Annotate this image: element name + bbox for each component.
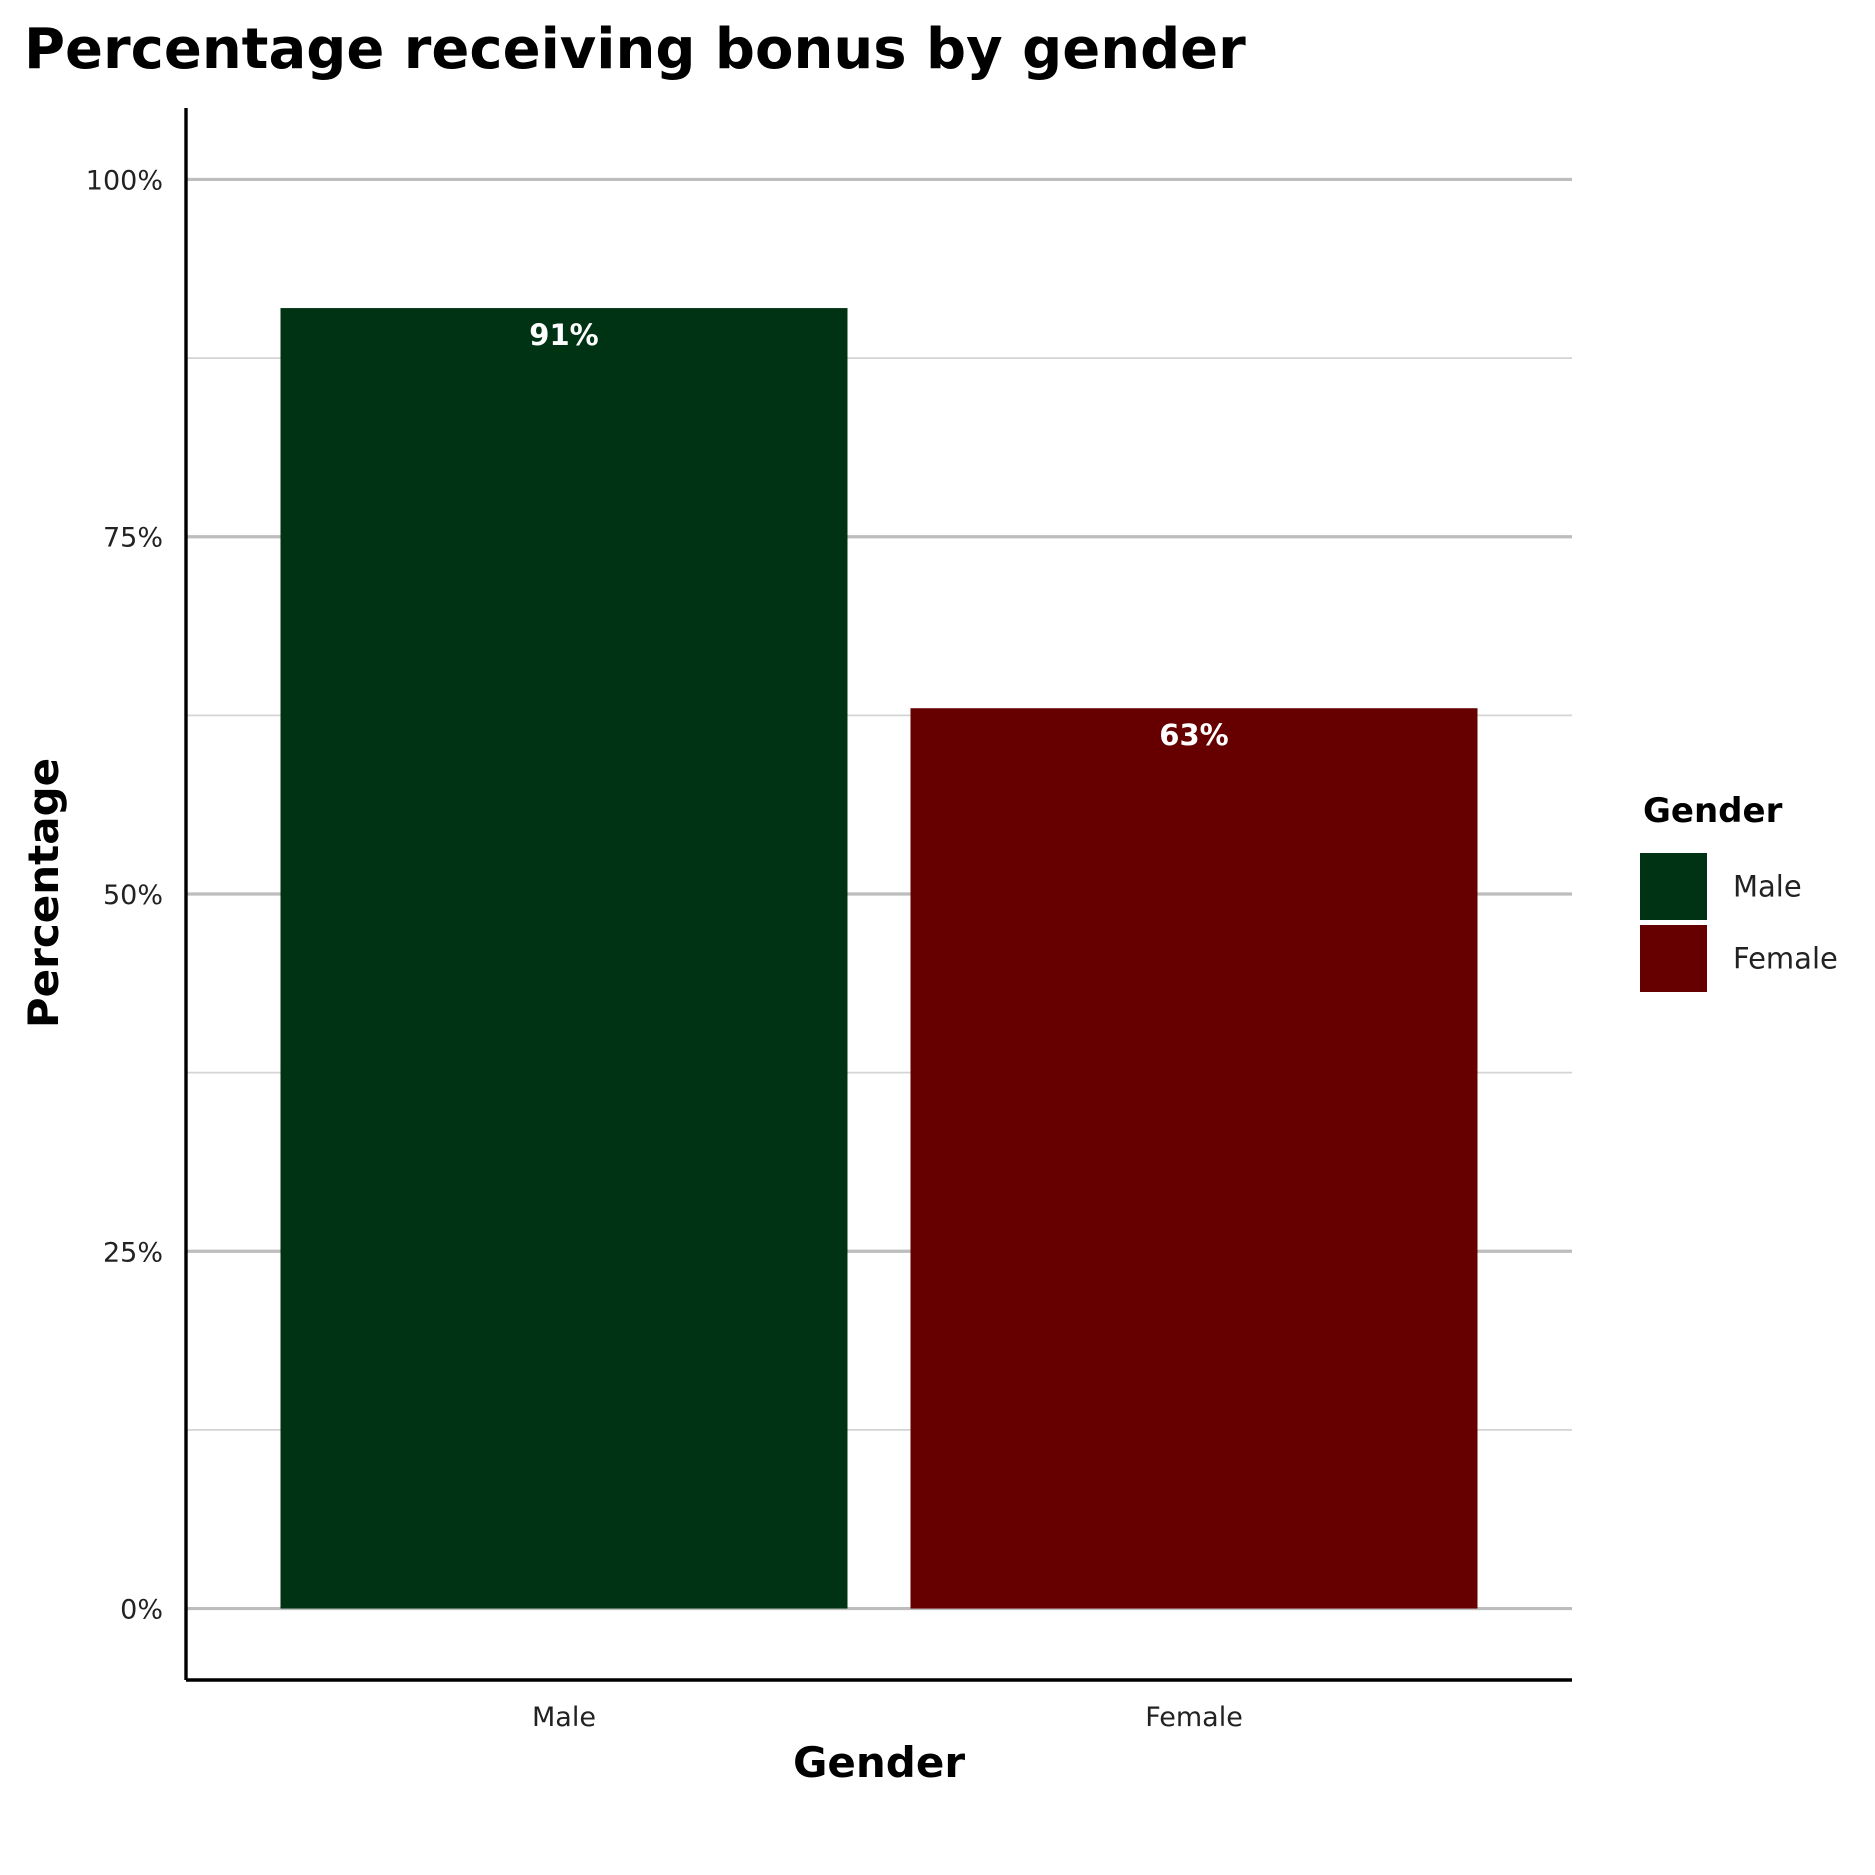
legend-label: Female (1733, 942, 1838, 976)
bar-male (280, 308, 848, 1609)
bar-female (910, 708, 1478, 1609)
axes (184, 108, 1572, 1682)
bar-value-labels: 91% 63% (529, 318, 1228, 752)
x-tick-label: Female (1145, 1702, 1243, 1733)
legend-swatch-female (1640, 925, 1707, 992)
x-tick-label: Male (532, 1702, 596, 1733)
legend-swatch-male (1640, 853, 1707, 920)
chart-title: Percentage receiving bonus by gender (24, 17, 1246, 82)
legend-title: Gender (1643, 791, 1783, 831)
bar-value-label: 91% (529, 318, 598, 352)
x-axis-title: Gender (793, 1738, 965, 1787)
bars (280, 308, 1478, 1609)
y-tick-label: 0% (120, 1595, 163, 1626)
y-tick-label: 100% (86, 165, 163, 196)
legend: Gender Male Female (1640, 791, 1838, 992)
bar-value-label: 63% (1159, 718, 1228, 752)
x-tick-labels: Male Female (532, 1702, 1243, 1733)
legend-label: Male (1733, 870, 1802, 904)
y-axis-title: Percentage (19, 758, 68, 1028)
y-tick-label: 75% (103, 523, 163, 554)
y-tick-label: 25% (103, 1237, 163, 1268)
y-tick-labels: 0% 25% 50% 75% 100% (86, 165, 163, 1625)
y-tick-label: 50% (103, 880, 163, 911)
